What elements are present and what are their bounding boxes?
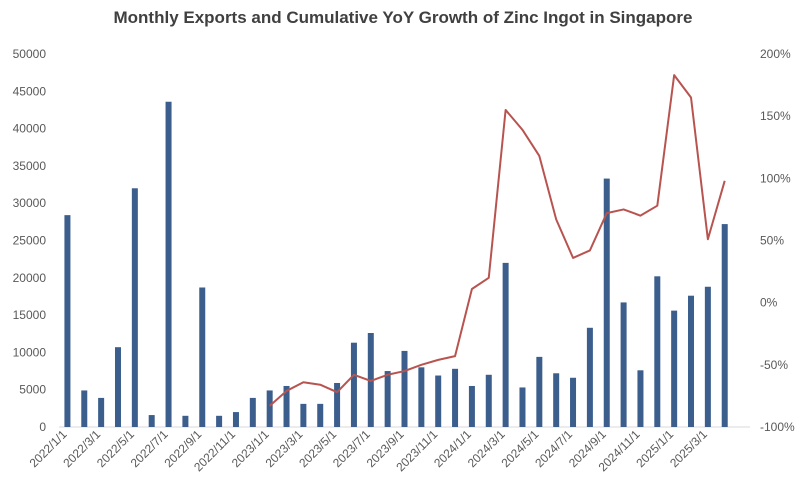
- bar: [384, 371, 391, 427]
- bar: [317, 403, 324, 427]
- bar: [334, 382, 341, 427]
- y2-tick-label: 50%: [760, 234, 784, 248]
- bar: [81, 390, 88, 427]
- bar: [283, 385, 290, 427]
- chart-title: Monthly Exports and Cumulative YoY Growt…: [113, 8, 693, 27]
- bar: [148, 415, 155, 427]
- y2-tick-label: 0%: [760, 296, 778, 310]
- bar: [637, 370, 644, 427]
- bar: [553, 373, 560, 427]
- x-tick-label: 2025/3/1: [667, 427, 710, 470]
- bar: [249, 397, 256, 427]
- bar: [721, 224, 728, 427]
- y-tick-label: 15000: [13, 308, 47, 322]
- bar: [620, 302, 627, 427]
- bar: [64, 215, 71, 427]
- bar: [165, 101, 172, 427]
- y2-tick-label: -100%: [760, 420, 795, 434]
- y-tick-label: 25000: [13, 234, 47, 248]
- y-tick-label: 30000: [13, 196, 47, 210]
- y-tick-label: 40000: [13, 122, 47, 136]
- bar: [182, 415, 189, 427]
- y-tick-label: 50000: [13, 47, 47, 61]
- y2-tick-label: 100%: [760, 171, 791, 185]
- bar: [586, 327, 593, 427]
- bar: [300, 403, 307, 427]
- series-line: [269, 74, 726, 407]
- y-tick-label: 0: [39, 420, 46, 434]
- bar: [536, 356, 543, 427]
- bar: [654, 276, 661, 427]
- bar: [468, 385, 475, 427]
- bar: [199, 287, 206, 427]
- bar: [418, 367, 425, 427]
- bar: [266, 390, 273, 427]
- y-tick-label: 45000: [13, 84, 47, 98]
- bar: [435, 375, 442, 427]
- bar: [131, 188, 138, 427]
- y-tick-label: 5000: [19, 383, 46, 397]
- bar: [114, 347, 121, 427]
- bar: [704, 286, 711, 427]
- bar: [452, 368, 459, 427]
- bar: [350, 342, 357, 427]
- y2-tick-label: 150%: [760, 109, 791, 123]
- bar: [502, 262, 509, 427]
- bar: [485, 374, 492, 427]
- y-tick-label: 35000: [13, 159, 47, 173]
- y2-tick-label: -50%: [760, 358, 788, 372]
- y-tick-label: 20000: [13, 271, 47, 285]
- bar: [671, 310, 678, 427]
- bar: [519, 387, 526, 427]
- y2-tick-label: 200%: [760, 47, 791, 61]
- bar: [98, 397, 105, 427]
- bar: [232, 412, 239, 427]
- bar: [570, 377, 577, 427]
- y-tick-label: 10000: [13, 345, 47, 359]
- bar: [688, 295, 695, 427]
- bar: [401, 350, 408, 427]
- bar: [216, 415, 223, 427]
- bar: [603, 178, 610, 427]
